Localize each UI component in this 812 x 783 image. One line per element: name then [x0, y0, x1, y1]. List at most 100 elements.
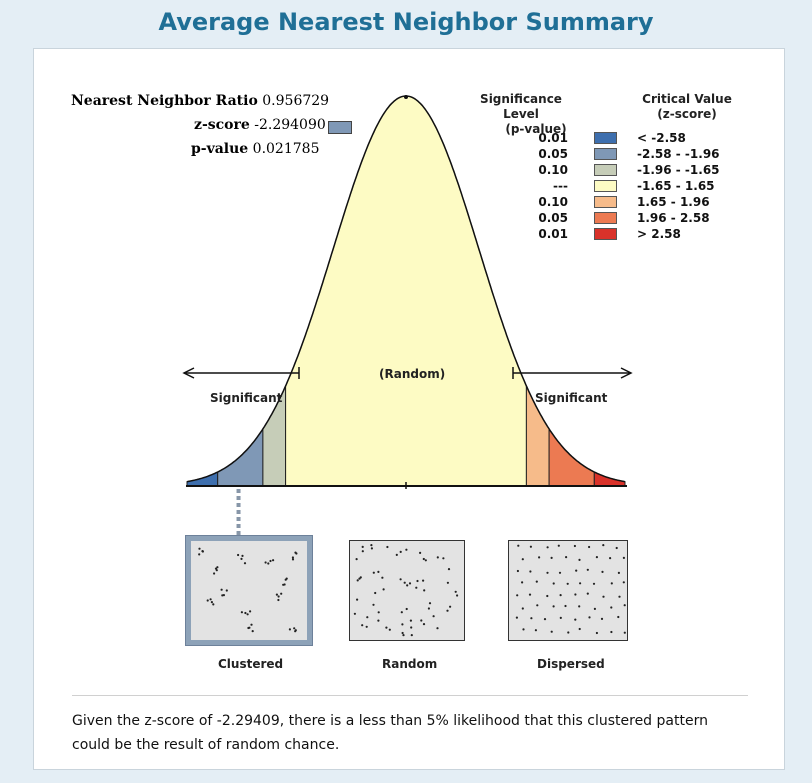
point-marker [600, 617, 604, 620]
legend-swatch [594, 132, 617, 144]
point-marker [209, 598, 212, 601]
point-marker [528, 593, 532, 596]
point-marker [592, 582, 596, 585]
point-marker [408, 582, 412, 585]
point-marker [244, 611, 247, 615]
point-marker [588, 616, 591, 619]
point-marker [623, 631, 626, 634]
point-marker [602, 544, 605, 547]
point-marker [536, 604, 539, 607]
normal-curve-diagram [182, 95, 633, 536]
point-marker [401, 631, 404, 635]
divider [72, 695, 748, 696]
point-marker [386, 545, 389, 549]
point-marker [610, 606, 613, 609]
point-marker [240, 611, 243, 614]
point-marker [294, 629, 297, 632]
point-marker [240, 557, 243, 560]
point-marker [283, 583, 286, 586]
point-marker [267, 562, 270, 565]
point-marker [428, 602, 432, 605]
legend-row: 0.01 < -2.58 [508, 131, 748, 145]
point-marker [365, 625, 368, 628]
point-marker [516, 569, 519, 573]
legend-row: 0.10 1.65 - 1.96 [508, 195, 748, 209]
point-marker [566, 582, 569, 585]
point-marker [247, 626, 250, 630]
point-marker [288, 628, 291, 631]
legend-critical-range: 1.65 - 1.96 [637, 195, 710, 209]
legend-critical-range: -1.96 - -1.65 [637, 163, 720, 177]
point-marker [381, 576, 384, 579]
left-significant-arrow [182, 367, 300, 379]
point-marker [280, 592, 283, 595]
point-marker [403, 581, 406, 584]
point-marker [588, 545, 591, 549]
point-marker [409, 619, 412, 622]
random-points [353, 544, 459, 637]
point-marker [420, 619, 423, 622]
nnr-stat: Nearest Neighbor Ratio 0.956729 [71, 93, 329, 109]
legend-p-value: 0.10 [538, 195, 568, 209]
legend-p-value: 0.01 [538, 131, 568, 145]
point-marker [355, 558, 358, 561]
legend-critical-range: < -2.58 [637, 131, 686, 145]
point-marker [388, 628, 391, 631]
point-marker [516, 594, 519, 597]
z-score-swatch [328, 121, 352, 134]
point-marker [366, 616, 369, 619]
legend-swatch [594, 148, 617, 160]
point-marker [552, 605, 555, 608]
point-marker [377, 619, 380, 622]
point-marker [559, 594, 562, 597]
point-marker [617, 571, 620, 574]
legend-significance-subtitle: (p-value) [505, 122, 567, 136]
random-pattern-box [349, 540, 465, 641]
point-marker [515, 616, 518, 619]
point-marker [250, 623, 253, 626]
significant-right-label: Significant [535, 391, 608, 405]
point-marker [521, 607, 524, 610]
legend-critical-title: Critical Value [642, 92, 732, 106]
point-marker [272, 559, 275, 562]
point-marker [372, 571, 375, 574]
point-marker [530, 617, 533, 620]
point-marker [557, 544, 560, 547]
point-marker [579, 582, 582, 585]
point-marker [246, 613, 249, 616]
point-marker [201, 550, 204, 553]
point-marker [291, 558, 295, 561]
legend-critical-range: -1.65 - 1.65 [637, 179, 715, 193]
point-marker [595, 631, 598, 635]
point-marker [198, 553, 201, 556]
page-title: Average Nearest Neighbor Summary [158, 8, 654, 36]
p-value-label: p-value [191, 141, 249, 157]
point-marker [610, 630, 613, 634]
point-marker [442, 557, 445, 560]
point-marker [377, 611, 380, 614]
point-marker [573, 544, 576, 548]
point-marker [395, 553, 398, 556]
point-marker [623, 604, 626, 607]
legend-row: --- -1.65 - 1.65 [508, 179, 748, 193]
point-marker [546, 571, 549, 574]
point-marker [565, 556, 568, 559]
point-marker [402, 634, 405, 637]
point-marker [595, 556, 598, 559]
point-marker [401, 623, 404, 626]
point-marker [374, 591, 377, 595]
point-marker [237, 553, 240, 557]
point-marker [423, 589, 426, 592]
point-marker [567, 631, 570, 634]
legend-p-value: 0.10 [538, 163, 568, 177]
curve-band [285, 95, 528, 487]
point-marker [609, 557, 612, 560]
point-marker [578, 627, 581, 631]
point-marker [436, 627, 439, 630]
point-marker [447, 568, 451, 571]
point-marker [552, 582, 555, 585]
point-marker [456, 594, 459, 597]
legend-critical-header: Critical Value (z-score) [637, 92, 737, 122]
point-marker [361, 545, 364, 548]
point-marker [558, 571, 562, 574]
